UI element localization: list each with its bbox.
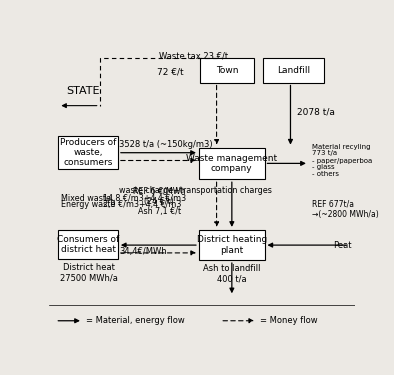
Text: Ash to landfill
400 t/a: Ash to landfill 400 t/a	[203, 264, 260, 284]
Text: REF 6 €/MWh
(24 €/t)
Ash 7,1 €/t: REF 6 €/MWh (24 €/t) Ash 7,1 €/t	[133, 186, 186, 216]
Text: waste charge+transportation charges: waste charge+transportation charges	[119, 186, 272, 195]
Text: 14,8 €/m3+4,4 €/m3: 14,8 €/m3+4,4 €/m3	[103, 194, 186, 203]
Text: Producers of
waste,
consumers: Producers of waste, consumers	[60, 138, 116, 168]
Text: REF 677t/a
→(~2800 MWh/a): REF 677t/a →(~2800 MWh/a)	[312, 200, 379, 219]
Bar	[199, 147, 264, 179]
Bar	[58, 136, 118, 169]
Text: 34,4€/MWh: 34,4€/MWh	[119, 248, 167, 256]
Text: Consumers of
district heat: Consumers of district heat	[57, 234, 119, 254]
Text: Energy waste: Energy waste	[61, 200, 116, 209]
Text: Material recyling
773 t/a
- paper/paperboa
- glass
- others: Material recyling 773 t/a - paper/paperb…	[312, 144, 372, 177]
Text: 2078 t/a: 2078 t/a	[297, 108, 335, 117]
Text: 2,9 €/m3+4,4 €/m3: 2,9 €/m3+4,4 €/m3	[103, 200, 181, 209]
Text: Landfill: Landfill	[277, 66, 310, 75]
Bar	[263, 58, 324, 82]
Text: District heat
27500 MWh/a: District heat 27500 MWh/a	[60, 263, 118, 282]
Text: 3528 t/a (~150kg/m3): 3528 t/a (~150kg/m3)	[119, 140, 213, 149]
Text: STATE: STATE	[66, 86, 100, 96]
Text: = Material, energy flow: = Material, energy flow	[86, 316, 185, 325]
Text: Town: Town	[216, 66, 238, 75]
Bar	[199, 230, 264, 260]
Text: Waste management
company: Waste management company	[186, 154, 277, 173]
Bar	[201, 58, 254, 82]
Text: Peat: Peat	[333, 241, 351, 250]
Text: Waste tax 23 €/t: Waste tax 23 €/t	[159, 51, 228, 60]
Bar	[58, 230, 118, 259]
Text: District heating
plant: District heating plant	[197, 235, 267, 255]
Text: = Money flow: = Money flow	[260, 316, 318, 325]
Text: Mixed waste: Mixed waste	[61, 194, 112, 203]
Text: 72 €/t: 72 €/t	[157, 68, 184, 76]
